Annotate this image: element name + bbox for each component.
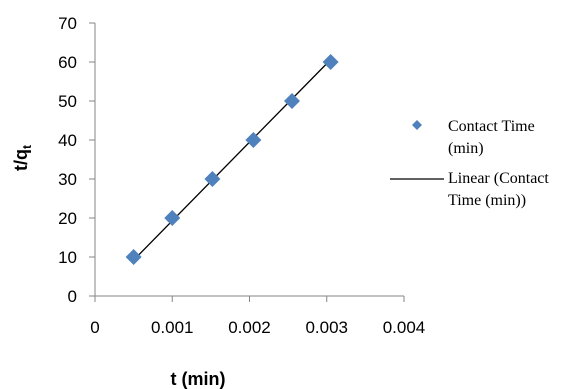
x-tick-label: 0 [90, 318, 99, 337]
legend-label-trend-line2: Time (min)) [448, 192, 526, 209]
y-axis-ticks: 0 10 20 30 40 50 60 70 [58, 14, 95, 306]
trendline [132, 58, 332, 262]
legend-label-series-line2: (min) [448, 140, 484, 157]
y-axis-title-main: t/q [11, 149, 31, 171]
x-tick-label: 0.002 [228, 318, 271, 337]
x-tick-label: 0.004 [383, 318, 426, 337]
y-tick-label: 70 [58, 14, 77, 33]
y-tick-label: 60 [58, 53, 77, 72]
y-tick-label: 10 [58, 248, 77, 267]
trendline-layer [132, 58, 332, 262]
points-layer [125, 54, 339, 265]
legend-marker-diamond [412, 120, 422, 130]
svg-text:t/qt: t/qt [11, 145, 34, 171]
y-axis-title-subscript: t [20, 145, 34, 149]
data-point [283, 93, 300, 109]
x-axis-title: t (min) [171, 369, 226, 389]
y-tick-label: 40 [58, 131, 77, 150]
y-tick-label: 0 [68, 287, 77, 306]
y-axis-title: t/qt [11, 145, 34, 171]
x-tick-label: 0.003 [305, 318, 348, 337]
y-tick-label: 20 [58, 209, 77, 228]
legend-label-series-line1: Contact Time [448, 118, 535, 135]
x-tick-label: 0.001 [151, 318, 194, 337]
data-point [245, 132, 262, 148]
y-tick-label: 30 [58, 170, 77, 189]
legend-label-trend-line1: Linear (Contact [448, 170, 549, 187]
legend: Contact Time (min) Linear (Contact Time … [390, 118, 549, 209]
data-point [125, 249, 142, 265]
y-tick-label: 50 [58, 92, 77, 111]
data-point [164, 210, 181, 226]
data-point [322, 54, 339, 70]
x-axis-ticks: 0 0.001 0.002 0.003 0.004 [90, 296, 425, 337]
data-point [204, 171, 221, 187]
